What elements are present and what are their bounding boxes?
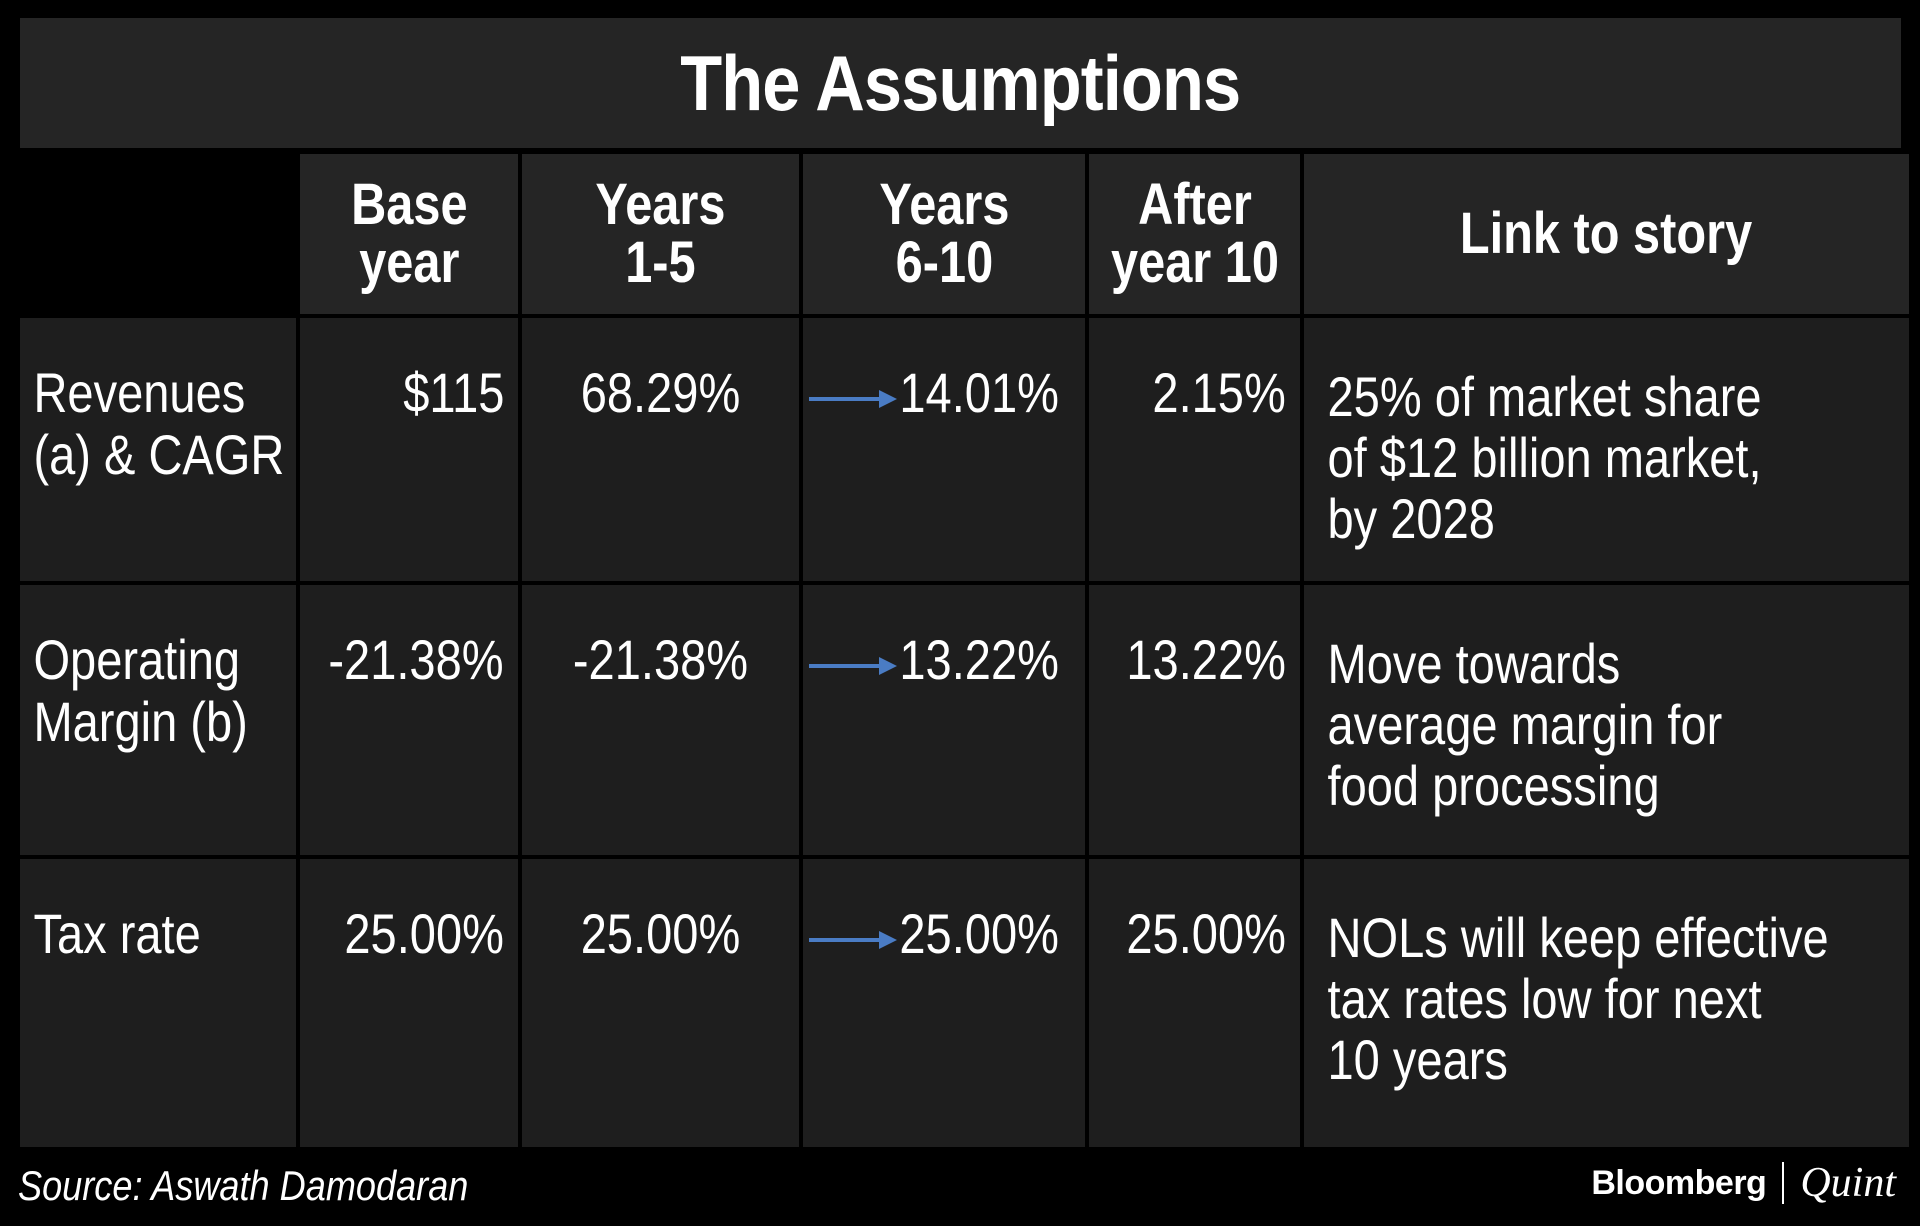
cell-years-1-5: -21.38% [522, 585, 799, 855]
cell-link-to-story: Move towards average margin for food pro… [1304, 585, 1909, 855]
story-line: tax rates low for next [1327, 967, 1762, 1030]
cell-years-1-5: 25.00% [522, 859, 799, 1147]
title-bar: The Assumptions [20, 18, 1901, 148]
story-line: 10 years [1327, 1028, 1508, 1091]
story-line: by 2028 [1327, 487, 1495, 550]
story-line: of $12 billion market, [1327, 426, 1762, 489]
cell-years-6-10: 14.01% [803, 318, 1085, 581]
cell-after-year-10: 13.22% [1089, 585, 1300, 855]
header-corner [20, 154, 296, 314]
arrow-right-icon [809, 390, 897, 408]
cell-value: 2.15% [1152, 361, 1286, 424]
arrow-right-icon [809, 931, 897, 949]
header-label: Years 1-5 [595, 172, 726, 295]
cell-value: 25.00% [580, 902, 741, 965]
cell-link-to-story: 25% of market share of $12 billion marke… [1304, 318, 1909, 581]
arrow-right-icon [809, 657, 897, 675]
story-line: Move towards [1327, 632, 1621, 695]
story-text: NOLs will keep effective tax rates low f… [1304, 859, 1920, 1090]
row-label: Revenues (a) & CAGR [33, 361, 285, 486]
header-after-year-10: After year 10 [1089, 154, 1300, 314]
header-base-year: Base year [300, 154, 518, 314]
header-label: After year 10 [1110, 172, 1279, 295]
cell-value: -21.38% [328, 628, 504, 691]
row-label: Operating Margin (b) [33, 628, 248, 753]
header-link-to-story: Link to story [1304, 154, 1909, 314]
cell-value: 25.00% [344, 902, 504, 965]
cell-link-to-story: NOLs will keep effective tax rates low f… [1304, 859, 1909, 1147]
header-years-6-10: Years 6-10 [803, 154, 1085, 314]
story-text: 25% of market share of $12 billion marke… [1304, 318, 1920, 549]
cell-value: 68.29% [580, 361, 741, 424]
story-line: 25% of market share [1327, 365, 1762, 428]
cell-value: -21.38% [572, 628, 749, 691]
cell-value: 13.22% [1126, 628, 1286, 691]
header-label: Years 6-10 [878, 172, 1010, 295]
header-label: Base year [350, 172, 468, 295]
brand-secondary: Quint [1800, 1160, 1896, 1206]
story-line: food processing [1327, 754, 1660, 817]
cell-value: 13.22% [899, 628, 1059, 691]
row-label-cell: Tax rate [20, 859, 296, 1147]
cell-years-6-10: 13.22% [803, 585, 1085, 855]
row-label-cell: Revenues (a) & CAGR [20, 318, 296, 581]
story-line: NOLs will keep effective [1327, 906, 1829, 969]
cell-years-1-5: 68.29% [522, 318, 799, 581]
cell-after-year-10: 2.15% [1089, 318, 1300, 581]
cell-base-year: -21.38% [300, 585, 518, 855]
cell-base-year: $115 [300, 318, 518, 581]
cell-base-year: 25.00% [300, 859, 518, 1147]
cell-value: 14.01% [899, 361, 1059, 424]
page-title: The Assumptions [680, 38, 1241, 127]
source-credit: Source: Aswath Damodaran [18, 1162, 469, 1209]
story-text: Move towards average margin for food pro… [1304, 585, 1920, 816]
header-label: Link to story [1460, 201, 1753, 266]
cell-after-year-10: 25.00% [1089, 859, 1300, 1147]
assumptions-table: Base year Years 1-5 Years 6-10 After yea… [20, 154, 1909, 1148]
row-label: Tax rate [33, 902, 201, 965]
cell-years-6-10: 25.00% [803, 859, 1085, 1147]
brand-divider [1782, 1162, 1785, 1204]
cell-value: 25.00% [899, 902, 1059, 965]
cell-value: $115 [402, 361, 504, 424]
brand-primary: Bloomberg [1591, 1163, 1767, 1202]
header-years-1-5: Years 1-5 [522, 154, 799, 314]
story-line: average margin for [1327, 693, 1723, 756]
brand-logo: Bloomberg Quint [1591, 1158, 1896, 1208]
row-label-cell: Operating Margin (b) [20, 585, 296, 855]
cell-value: 25.00% [1126, 902, 1286, 965]
